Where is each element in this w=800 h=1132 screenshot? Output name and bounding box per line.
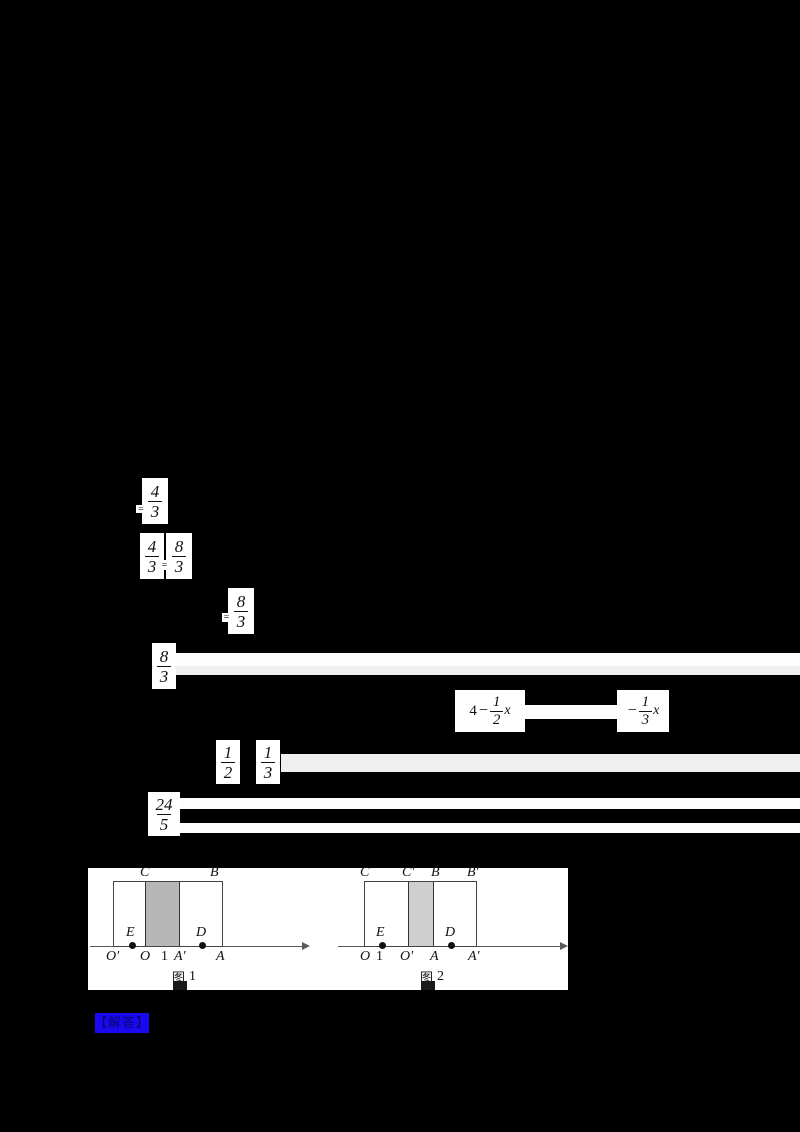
figure-1-axis-label-O-prime: O' <box>106 949 120 964</box>
fraction-6-numerator: 1 <box>263 742 273 762</box>
fraction-1-denominator: 3 <box>147 500 163 520</box>
fraction-3-equals: = <box>222 612 231 623</box>
answer-highlight: 【解答】 <box>94 1013 151 1033</box>
figure-1-caption-number: 1 <box>189 968 197 984</box>
figure-2-point-D <box>448 942 455 949</box>
expr-right-numerator: 1 <box>641 693 650 710</box>
fraction-5-numerator: 1 <box>223 742 233 762</box>
equals-sign: = <box>161 559 168 571</box>
figure-1-label-C: C <box>140 865 150 880</box>
fraction-3-denominator: 3 <box>233 610 249 630</box>
figure-2-caption-number: 2 <box>437 968 445 984</box>
figure-2-label-B-prime: B' <box>467 865 479 880</box>
fraction-2b-denominator: 3 <box>171 555 187 575</box>
expr-left-variable: x <box>504 703 511 718</box>
figure-1: C B E D O' O 1 A' A 图 1 <box>88 865 316 990</box>
fraction-4-numerator: 8 <box>159 646 169 666</box>
figure-2-label-C: C <box>360 865 370 880</box>
figure-1-caption-bar <box>173 981 187 990</box>
fraction-7-numerator: 24 <box>155 794 173 814</box>
equals-sign: = <box>223 612 230 623</box>
fraction-2b-numerator: 8 <box>174 536 184 556</box>
figure-1-axis-label-1: 1 <box>161 949 168 964</box>
fraction-7-denominator: 5 <box>156 813 172 833</box>
fraction-2a-numerator: 4 <box>147 536 157 556</box>
text-band-halves <box>281 754 800 772</box>
figure-1-axis-label-O: O <box>140 949 151 964</box>
figure-1-label-E: E <box>126 925 135 940</box>
fraction-3-numerator: 8 <box>236 591 246 611</box>
figure-2-label-E: E <box>376 925 385 940</box>
figure-1-axis-arrow <box>302 942 310 950</box>
figure-2: C C' B B' E D O 1 O' A A' 图 2 <box>336 865 568 990</box>
figure-2-label-C-prime: C' <box>402 865 415 880</box>
fraction-1-equals: = <box>136 503 146 515</box>
figures-panel: C B E D O' O 1 A' A 图 1 C C' B B' <box>88 865 568 990</box>
expr-left-lead: 4 <box>469 702 477 719</box>
text-band-24over5 <box>178 798 800 809</box>
figure-2-caption-bar <box>421 981 435 990</box>
figure-1-point-D <box>199 942 206 949</box>
fraction-7: 24 5 <box>153 796 176 833</box>
fraction-fragment-7: 24 5 <box>148 792 180 836</box>
expr-right-denominator: 3 <box>638 710 653 728</box>
figure-1-shaded-region <box>145 882 180 946</box>
fraction-2-equals: = <box>160 559 169 571</box>
figure-2-label-B: B <box>431 865 440 880</box>
expr-left-operator: − <box>478 702 488 719</box>
figure-2-point-E <box>379 942 386 949</box>
figure-2-axis-arrow <box>560 942 568 950</box>
figure-1-point-E <box>129 942 136 949</box>
figure-2-axis-label-1: 1 <box>376 949 383 964</box>
figure-2-axis-label-A: A <box>430 949 439 964</box>
figure-1-axis-label-A: A <box>216 949 225 964</box>
fraction-4-denominator: 3 <box>156 665 172 685</box>
figure-1-axis-label-A-prime: A' <box>174 949 186 964</box>
figure-2-shaded-region <box>408 882 434 946</box>
expr-right-variable: x <box>653 703 660 718</box>
figure-2-label-D: D <box>445 925 456 940</box>
expr-left-numerator: 1 <box>492 693 501 710</box>
text-band-expr-mid <box>519 705 624 719</box>
figure-2-axis-label-O: O <box>360 949 371 964</box>
text-band-8over3 <box>168 653 800 666</box>
text-band-24over5-b <box>178 823 800 833</box>
fraction-1-numerator: 4 <box>150 481 160 501</box>
equals-sign: = <box>138 503 144 515</box>
fraction-5-denominator: 2 <box>220 761 236 781</box>
fraction-6-denominator: 3 <box>260 761 276 781</box>
fraction-2a-denominator: 3 <box>144 555 160 575</box>
figure-1-label-B: B <box>210 865 219 880</box>
text-band-8over3-b <box>168 666 800 675</box>
expr-left-denominator: 2 <box>489 710 504 728</box>
figure-2-axis-label-O-prime: O' <box>400 949 414 964</box>
answer-highlight-text: 【解答】 <box>94 1015 151 1031</box>
figure-2-axis-label-A-prime: A' <box>468 949 480 964</box>
figure-1-label-D: D <box>196 925 207 940</box>
expr-right-operator: − <box>627 702 637 719</box>
